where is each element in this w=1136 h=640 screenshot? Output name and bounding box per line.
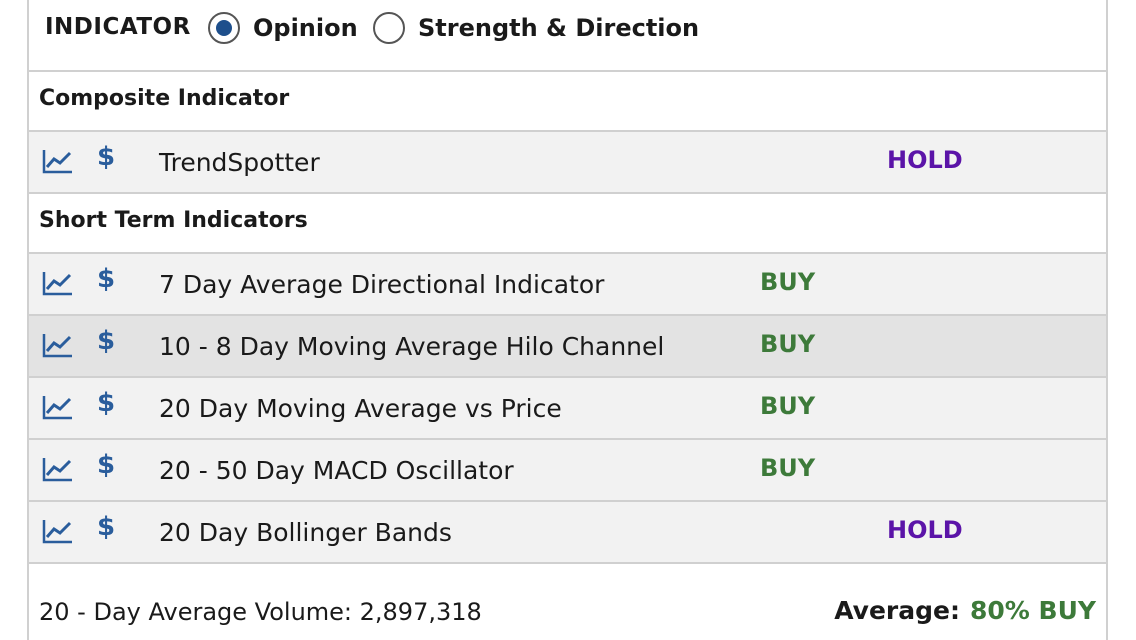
indicator-name: 10 - 8 Day Moving Average Hilo Channel — [159, 332, 665, 361]
indicator-name: 7 Day Average Directional Indicator — [159, 270, 605, 299]
indicator-row-bollinger-bands[interactable]: $ 20 Day Bollinger Bands HOLD — [29, 502, 1106, 564]
dollar-icon[interactable]: $ — [97, 326, 116, 356]
indicator-name: 20 - 50 Day MACD Oscillator — [159, 456, 514, 485]
section-short-term-indicators: Short Term Indicators — [29, 194, 1106, 254]
dollar-icon[interactable]: $ — [97, 388, 116, 418]
section-composite-indicator: Composite Indicator — [29, 72, 1106, 132]
chart-line-icon[interactable] — [42, 332, 74, 358]
signal-badge: HOLD — [887, 146, 963, 174]
indicator-row-trendspotter[interactable]: $ TrendSpotter HOLD — [29, 132, 1106, 194]
indicator-row-macd[interactable]: $ 20 - 50 Day MACD Oscillator BUY — [29, 440, 1106, 502]
chart-line-icon[interactable] — [42, 148, 74, 174]
strength-direction-radio[interactable] — [373, 12, 405, 44]
dollar-icon[interactable]: $ — [97, 450, 116, 480]
section-title: Short Term Indicators — [39, 208, 308, 233]
average-label: Average: — [834, 596, 960, 625]
indicator-name: TrendSpotter — [159, 148, 320, 177]
summary-footer: 20 - Day Average Volume: 2,897,318 Avera… — [29, 566, 1106, 640]
chart-line-icon[interactable] — [42, 518, 74, 544]
technical-opinion-panel: INDICATOR Opinion Strength & Direction C… — [27, 0, 1108, 640]
indicator-row-hilo-channel[interactable]: $ 10 - 8 Day Moving Average Hilo Channel… — [29, 316, 1106, 378]
opinion-radio-label[interactable]: Opinion — [253, 14, 358, 42]
average-volume: 20 - Day Average Volume: 2,897,318 — [39, 598, 482, 626]
indicator-name: 20 Day Moving Average vs Price — [159, 394, 562, 423]
strength-direction-radio-label[interactable]: Strength & Direction — [418, 14, 700, 42]
dollar-icon[interactable]: $ — [97, 512, 116, 542]
indicator-name: 20 Day Bollinger Bands — [159, 518, 452, 547]
chart-line-icon[interactable] — [42, 394, 74, 420]
indicator-selector: INDICATOR Opinion Strength & Direction — [29, 0, 1106, 72]
signal-badge: HOLD — [887, 516, 963, 544]
signal-badge: BUY — [760, 392, 816, 420]
indicator-row-7-day-adx[interactable]: $ 7 Day Average Directional Indicator BU… — [29, 254, 1106, 316]
dollar-icon[interactable]: $ — [97, 142, 116, 172]
section-title: Composite Indicator — [39, 86, 290, 111]
indicator-row-ma-vs-price[interactable]: $ 20 Day Moving Average vs Price BUY — [29, 378, 1106, 440]
chart-line-icon[interactable] — [42, 270, 74, 296]
average-value: 80% BUY — [969, 596, 1096, 625]
chart-line-icon[interactable] — [42, 456, 74, 482]
dollar-icon[interactable]: $ — [97, 264, 116, 294]
opinion-radio[interactable] — [208, 12, 240, 44]
indicator-label: INDICATOR — [45, 14, 191, 40]
average-summary: Average: 80% BUY — [834, 596, 1096, 625]
signal-badge: BUY — [760, 454, 816, 482]
signal-badge: BUY — [760, 330, 816, 358]
signal-badge: BUY — [760, 268, 816, 296]
